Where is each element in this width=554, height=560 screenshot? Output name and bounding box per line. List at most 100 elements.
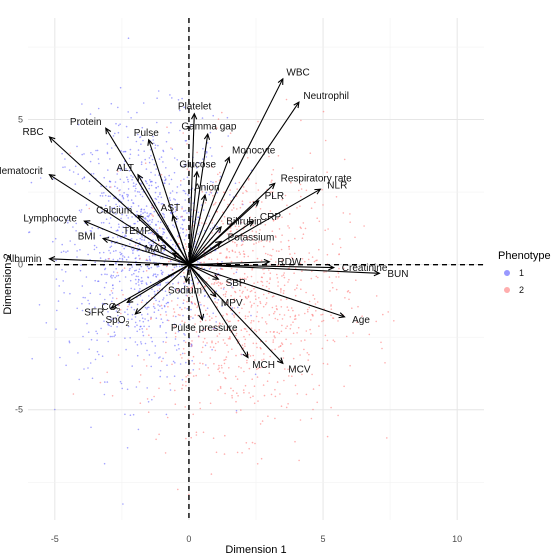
data-point-phenotype-1 — [134, 222, 136, 225]
data-point-phenotype-2 — [272, 195, 274, 197]
data-point-phenotype-2 — [173, 311, 176, 313]
data-point-phenotype-1 — [110, 275, 112, 278]
loading-arrowhead — [155, 234, 163, 242]
data-point-phenotype-2 — [220, 252, 222, 254]
data-point-phenotype-1 — [182, 189, 185, 192]
data-point-phenotype-2 — [304, 227, 307, 230]
data-point-phenotype-2 — [191, 345, 193, 347]
data-point-phenotype-1 — [63, 292, 65, 294]
data-point-phenotype-2 — [279, 313, 281, 316]
data-point-phenotype-1 — [146, 265, 149, 268]
data-point-phenotype-2 — [139, 374, 142, 376]
data-point-phenotype-2 — [201, 191, 204, 193]
data-point-phenotype-1 — [91, 153, 94, 156]
data-point-phenotype-1 — [182, 302, 185, 305]
data-point-phenotype-2 — [182, 132, 184, 134]
data-point-phenotype-1 — [155, 229, 158, 231]
data-point-phenotype-1 — [149, 181, 152, 183]
data-point-phenotype-2 — [282, 350, 285, 352]
data-point-phenotype-2 — [276, 381, 279, 383]
data-point-phenotype-2 — [274, 311, 276, 313]
data-point-phenotype-2 — [144, 162, 147, 164]
data-point-phenotype-2 — [269, 355, 272, 358]
data-point-phenotype-1 — [132, 252, 134, 254]
data-point-phenotype-1 — [165, 302, 168, 305]
data-point-phenotype-2 — [315, 259, 317, 262]
data-point-phenotype-1 — [136, 220, 139, 223]
data-point-phenotype-2 — [216, 268, 218, 271]
data-point-phenotype-1 — [99, 293, 101, 296]
data-point-phenotype-1 — [131, 313, 134, 316]
data-point-phenotype-1 — [105, 185, 108, 188]
data-point-phenotype-1 — [59, 356, 61, 359]
data-point-phenotype-2 — [299, 300, 302, 302]
data-point-phenotype-2 — [242, 250, 245, 253]
data-point-phenotype-1 — [141, 328, 143, 330]
data-point-phenotype-2 — [190, 288, 193, 291]
data-point-phenotype-1 — [145, 205, 148, 207]
data-point-phenotype-2 — [273, 219, 275, 221]
data-point-phenotype-2 — [356, 321, 358, 324]
data-point-phenotype-1 — [151, 398, 153, 401]
data-point-phenotype-1 — [104, 273, 106, 276]
data-point-phenotype-1 — [230, 282, 233, 285]
data-point-phenotype-1 — [153, 297, 156, 300]
data-point-phenotype-1 — [68, 341, 71, 344]
data-point-phenotype-1 — [159, 192, 161, 194]
data-point-phenotype-1 — [69, 292, 71, 295]
data-point-phenotype-2 — [250, 306, 253, 308]
data-point-phenotype-2 — [301, 258, 304, 260]
data-point-phenotype-1 — [131, 266, 133, 268]
data-point-phenotype-2 — [272, 248, 274, 251]
data-point-phenotype-2 — [206, 342, 208, 344]
data-point-phenotype-1 — [162, 321, 164, 324]
data-point-phenotype-2 — [298, 314, 300, 316]
data-point-phenotype-2 — [267, 292, 270, 295]
data-point-phenotype-2 — [152, 233, 154, 235]
data-point-phenotype-2 — [276, 217, 279, 220]
data-point-phenotype-2 — [307, 310, 309, 313]
data-point-phenotype-1 — [156, 230, 159, 233]
data-point-phenotype-1 — [126, 176, 128, 178]
data-point-phenotype-2 — [268, 314, 271, 316]
data-point-phenotype-1 — [114, 181, 117, 183]
data-point-phenotype-1 — [136, 324, 138, 327]
data-point-phenotype-1 — [187, 194, 189, 196]
data-point-phenotype-2 — [244, 286, 246, 289]
data-point-phenotype-1 — [135, 183, 137, 186]
data-point-phenotype-2 — [258, 241, 260, 243]
data-point-phenotype-1 — [129, 153, 132, 156]
data-point-phenotype-1 — [72, 226, 74, 228]
loading-label: Pulse pressure — [171, 323, 238, 334]
data-point-phenotype-1 — [176, 191, 178, 194]
data-point-phenotype-1 — [154, 181, 157, 184]
data-point-phenotype-2 — [240, 353, 242, 356]
data-point-phenotype-1 — [123, 247, 125, 250]
data-point-phenotype-1 — [174, 338, 177, 340]
data-point-phenotype-2 — [205, 309, 207, 312]
data-point-phenotype-2 — [223, 362, 226, 365]
data-point-phenotype-1 — [157, 284, 160, 286]
data-point-phenotype-1 — [203, 290, 206, 292]
data-point-phenotype-2 — [275, 250, 278, 252]
x-tick-label: 0 — [186, 534, 191, 544]
data-point-phenotype-1 — [109, 195, 111, 197]
data-point-phenotype-2 — [217, 281, 220, 283]
data-point-phenotype-1 — [124, 413, 126, 416]
data-point-phenotype-1 — [127, 318, 129, 321]
data-point-phenotype-1 — [123, 235, 126, 238]
data-point-phenotype-2 — [170, 147, 172, 149]
data-point-phenotype-1 — [76, 250, 78, 252]
data-point-phenotype-2 — [247, 157, 249, 159]
data-point-phenotype-1 — [182, 231, 184, 234]
data-point-phenotype-1 — [116, 326, 118, 328]
data-point-phenotype-1 — [161, 273, 163, 276]
data-point-phenotype-1 — [190, 124, 192, 126]
data-point-phenotype-1 — [185, 361, 187, 364]
data-point-phenotype-2 — [241, 452, 243, 454]
data-point-phenotype-2 — [216, 329, 218, 331]
data-point-phenotype-2 — [258, 329, 261, 331]
data-point-phenotype-2 — [287, 239, 290, 242]
data-point-phenotype-1 — [81, 103, 83, 105]
data-point-phenotype-2 — [344, 297, 346, 299]
